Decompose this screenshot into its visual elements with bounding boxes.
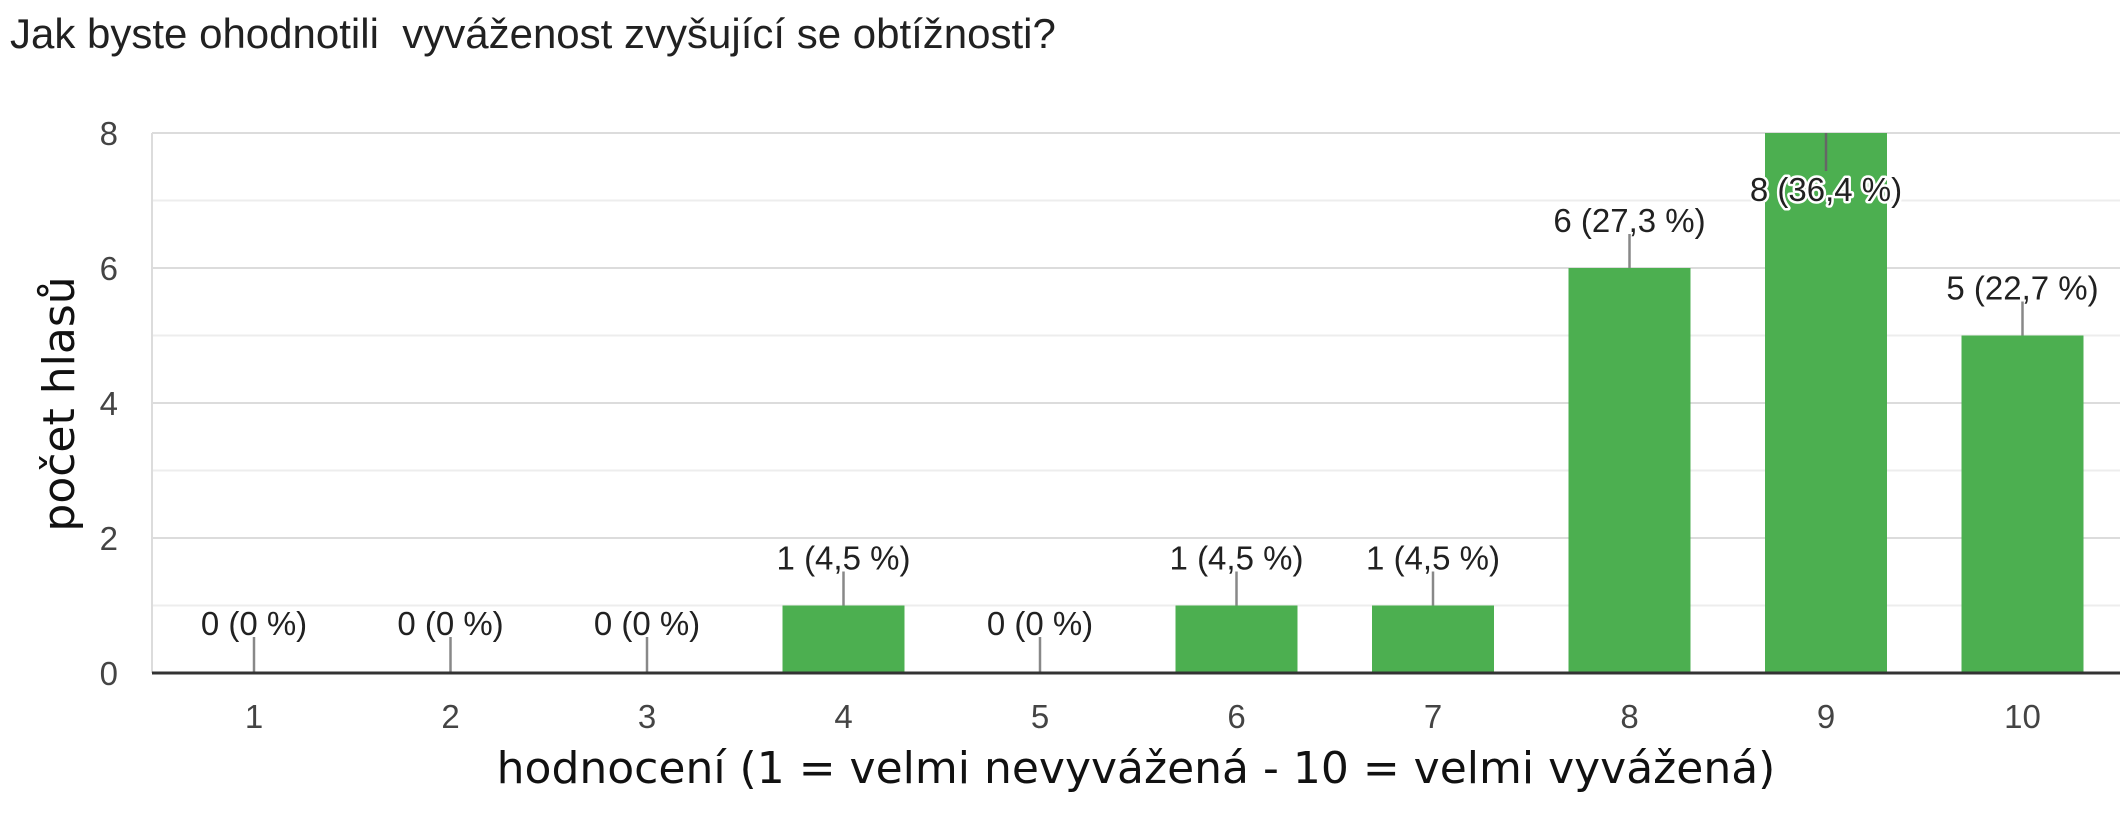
x-tick-label: 4 [834, 698, 852, 735]
bar [782, 605, 905, 673]
data-label: 1 (4,5 %) [1366, 540, 1500, 577]
x-tick-label: 7 [1424, 698, 1442, 735]
data-label: 1 (4,5 %) [1170, 540, 1304, 577]
x-tick-label: 10 [2004, 698, 2041, 735]
x-tick-label: 8 [1620, 698, 1638, 735]
x-tick-label: 5 [1031, 698, 1049, 735]
label-leaders [252, 133, 2024, 673]
data-label: 0 (0 %) [397, 605, 503, 642]
x-axis-title: hodnocení (1 = velmi nevyvážená - 10 = v… [497, 743, 1776, 794]
y-axis-title: počet hlasů [34, 276, 85, 531]
x-tick-label: 3 [638, 698, 656, 735]
x-tick-label: 2 [441, 698, 459, 735]
y-tick-label: 8 [100, 115, 118, 152]
data-label: 0 (0 %) [201, 605, 307, 642]
data-labels: 0 (0 %) 0 (0 %) 0 (0 %) 1 (4,5 %) 0 (0 %) 1 (… [201, 169, 2099, 643]
data-label: 8 (36,4 %) [1750, 171, 1902, 208]
x-tick-labels: 1 2 3 4 5 6 7 8 9 10 [245, 698, 2041, 735]
y-tick-label: 0 [100, 655, 118, 692]
data-label: 0 (0 %) [987, 605, 1093, 642]
y-tick-label: 6 [100, 250, 118, 287]
chart-title: Jak byste ohodnotili vyváženost zvyšujíc… [10, 10, 1056, 57]
bar [1568, 268, 1691, 673]
bars [782, 133, 2084, 673]
bar [1175, 605, 1298, 673]
y-tick-labels: 0 2 4 6 8 [100, 115, 118, 692]
x-tick-label: 6 [1227, 698, 1245, 735]
bar [1372, 605, 1494, 673]
y-tick-label: 4 [100, 385, 118, 422]
data-label: 0 (0 %) [594, 605, 700, 642]
x-tick-label: 1 [245, 698, 263, 735]
bar [1765, 133, 1887, 673]
data-label: 5 (22,7 %) [1946, 270, 2098, 307]
x-tick-label: 9 [1817, 698, 1835, 735]
y-tick-label: 2 [100, 520, 118, 557]
data-label: 6 (27,3 %) [1553, 202, 1705, 239]
bar [1961, 335, 2084, 673]
data-label: 1 (4,5 %) [777, 540, 911, 577]
